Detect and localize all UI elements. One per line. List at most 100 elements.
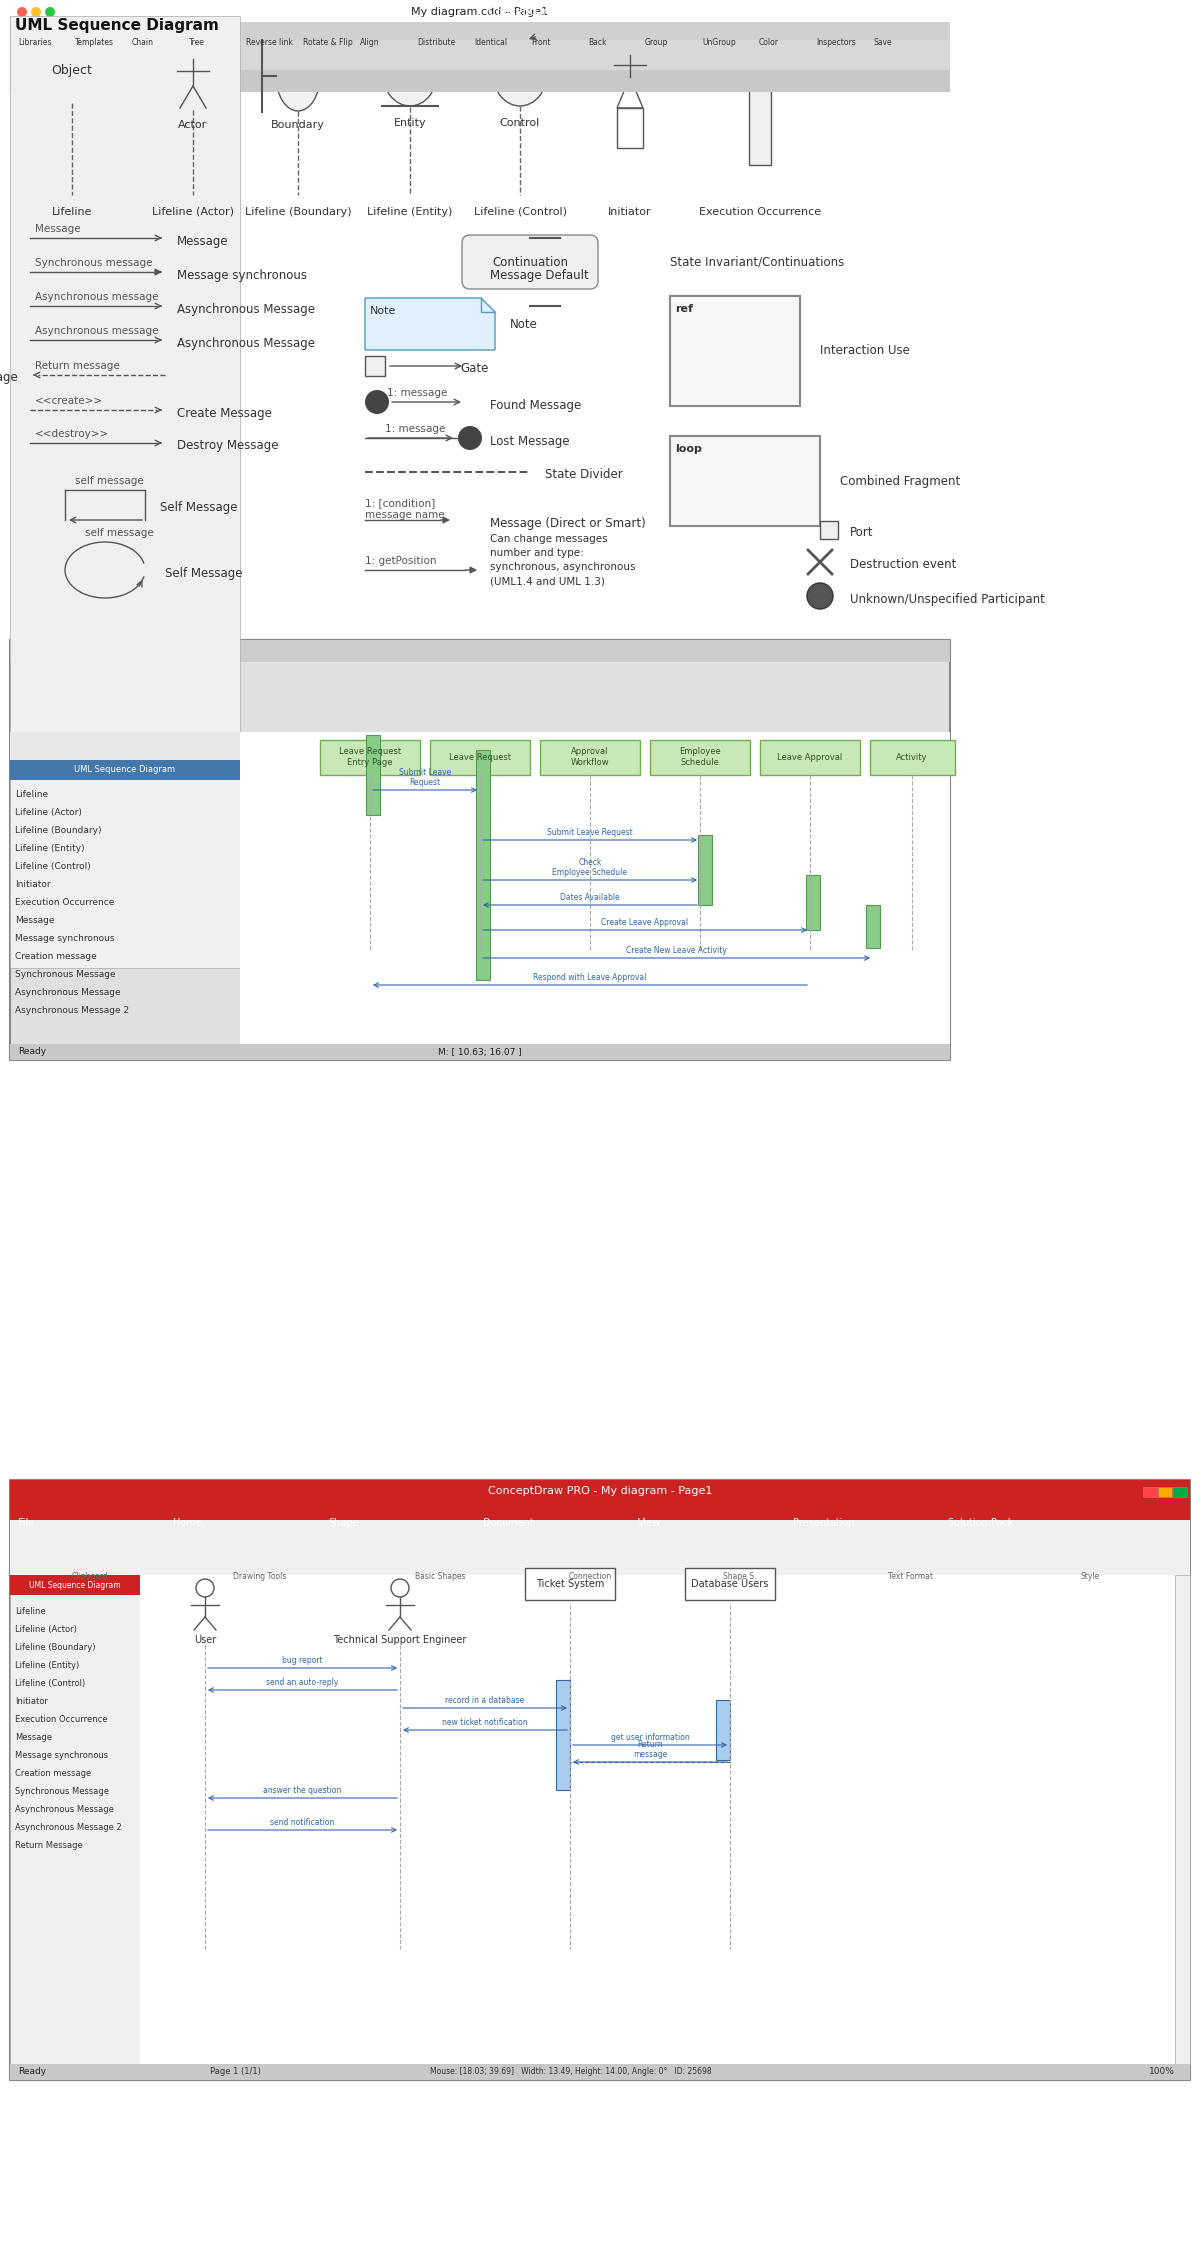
Text: Text Format: Text Format xyxy=(888,1573,932,1582)
Text: UML Sequence Diagram: UML Sequence Diagram xyxy=(74,765,175,774)
Text: self message: self message xyxy=(85,529,154,538)
Text: Asynchronous Message 2: Asynchronous Message 2 xyxy=(14,1823,121,1832)
Text: Continuation: Continuation xyxy=(492,256,568,268)
Bar xyxy=(10,16,240,968)
Bar xyxy=(1175,1575,1190,2063)
Polygon shape xyxy=(365,297,496,351)
Text: new ticket notification: new ticket notification xyxy=(442,1719,528,1728)
Text: Found Message: Found Message xyxy=(490,398,581,412)
Bar xyxy=(365,356,385,376)
Bar xyxy=(10,1521,1190,1575)
Text: 1: getPosition: 1: getPosition xyxy=(365,556,437,567)
Text: Execution Occurrence: Execution Occurrence xyxy=(14,898,114,907)
Text: Respond with Leave Approval: Respond with Leave Approval xyxy=(533,972,647,981)
Text: Asynchronous Message: Asynchronous Message xyxy=(14,988,121,997)
Text: Mouse: [18.03; 39.69]   Width: 13.49, Height: 14.00, Angle: 0°   ID: 25698: Mouse: [18.03; 39.69] Width: 13.49, Heig… xyxy=(430,2068,712,2077)
Text: Lifeline: Lifeline xyxy=(14,790,48,799)
Text: Execution Occurrence: Execution Occurrence xyxy=(698,207,821,216)
Text: Page 1 (1/1): Page 1 (1/1) xyxy=(210,2068,260,2077)
Bar xyxy=(10,2063,1190,2079)
Text: Front: Front xyxy=(530,38,551,47)
Text: send notification: send notification xyxy=(270,1818,335,1827)
Bar xyxy=(10,1480,1190,2079)
Bar xyxy=(10,760,240,781)
Text: loop: loop xyxy=(674,443,702,454)
Text: Asynchronous message: Asynchronous message xyxy=(35,292,158,302)
Text: Connection: Connection xyxy=(569,1573,612,1582)
Bar xyxy=(749,45,772,164)
Text: Initiator: Initiator xyxy=(608,207,652,216)
Text: Back: Back xyxy=(588,38,606,47)
Text: Basic Shapes: Basic Shapes xyxy=(415,1573,466,1582)
Circle shape xyxy=(17,7,28,18)
Text: Asynchronous message: Asynchronous message xyxy=(35,326,158,335)
Bar xyxy=(10,1575,140,2063)
Text: Submit Leave
Request: Submit Leave Request xyxy=(398,767,451,788)
Bar xyxy=(10,1480,1190,1503)
Text: Destroy Message: Destroy Message xyxy=(178,439,278,452)
Text: View: View xyxy=(638,1519,661,1528)
Text: M: [ 10.63; 16.07 ]: M: [ 10.63; 16.07 ] xyxy=(438,1048,522,1057)
Bar xyxy=(430,740,530,774)
Text: answer the question: answer the question xyxy=(263,1786,342,1796)
Text: Lifeline (Actor): Lifeline (Actor) xyxy=(14,808,82,817)
Bar xyxy=(716,1701,730,1760)
Text: send an auto-reply: send an auto-reply xyxy=(266,1678,338,1688)
Text: Asynchronous Message 2: Asynchronous Message 2 xyxy=(14,1006,130,1015)
Bar xyxy=(10,1575,140,1595)
Text: Identical: Identical xyxy=(474,38,508,47)
Text: Message: Message xyxy=(178,234,229,248)
Text: Dates Available: Dates Available xyxy=(560,893,620,902)
Bar xyxy=(820,522,838,540)
Text: Align: Align xyxy=(360,38,379,47)
Text: Ticket System: Ticket System xyxy=(536,1580,604,1588)
Text: Lifeline (Control): Lifeline (Control) xyxy=(474,207,566,216)
Text: Entity: Entity xyxy=(394,117,426,128)
Text: Solution Pack: Solution Pack xyxy=(948,1519,1014,1528)
Text: get user information: get user information xyxy=(611,1732,689,1742)
Bar xyxy=(10,22,950,40)
Text: Group: Group xyxy=(646,38,668,47)
Text: Creation message: Creation message xyxy=(14,952,97,961)
Text: Lifeline: Lifeline xyxy=(52,207,92,216)
Text: Message synchronous: Message synchronous xyxy=(14,934,114,943)
Bar xyxy=(10,731,240,760)
Text: Message synchronous: Message synchronous xyxy=(178,268,307,281)
Text: Create Message: Create Message xyxy=(178,407,272,418)
Text: Synchronous message: Synchronous message xyxy=(35,259,152,268)
Text: Return Message: Return Message xyxy=(0,371,18,385)
FancyBboxPatch shape xyxy=(462,234,598,288)
Text: Asynchronous Message: Asynchronous Message xyxy=(178,302,314,315)
Circle shape xyxy=(365,389,389,414)
Text: Submit Leave Request: Submit Leave Request xyxy=(547,828,632,837)
Text: Message: Message xyxy=(14,1732,52,1742)
Text: Drawing Tools: Drawing Tools xyxy=(233,1573,287,1582)
Bar xyxy=(320,740,420,774)
Text: Actor: Actor xyxy=(179,119,208,130)
Text: Ready: Ready xyxy=(18,2068,46,2077)
Text: Leave Approval: Leave Approval xyxy=(778,752,842,760)
Text: State Divider: State Divider xyxy=(545,468,623,482)
Text: Ready: Ready xyxy=(18,1048,46,1057)
Text: record in a database: record in a database xyxy=(445,1696,524,1706)
Bar xyxy=(10,40,950,70)
Text: Reverse link: Reverse link xyxy=(246,38,293,47)
Text: Message Default: Message Default xyxy=(490,268,589,281)
Text: Leave Request: Leave Request xyxy=(449,752,511,760)
Text: UML Sequence Diagram: UML Sequence Diagram xyxy=(14,18,218,34)
Bar xyxy=(617,108,643,148)
Text: Can change messages
number and type:
synchronous, asynchronous
(UML1.4 and UML 1: Can change messages number and type: syn… xyxy=(490,533,636,585)
Text: Return Message: Return Message xyxy=(14,1840,83,1849)
Text: Activity: Activity xyxy=(896,752,928,760)
Ellipse shape xyxy=(492,38,547,106)
Text: Database Users: Database Users xyxy=(691,1580,769,1588)
Text: Leave Request
Entry Page: Leave Request Entry Page xyxy=(338,747,401,767)
Text: Initiator: Initiator xyxy=(14,880,50,889)
Text: Shape: Shape xyxy=(328,1519,359,1528)
Text: Self Message: Self Message xyxy=(166,567,242,580)
Text: Chain: Chain xyxy=(132,38,154,47)
Text: message name: message name xyxy=(365,511,445,520)
Bar xyxy=(10,639,950,661)
Text: Document: Document xyxy=(482,1519,534,1528)
Text: Message: Message xyxy=(35,225,80,234)
